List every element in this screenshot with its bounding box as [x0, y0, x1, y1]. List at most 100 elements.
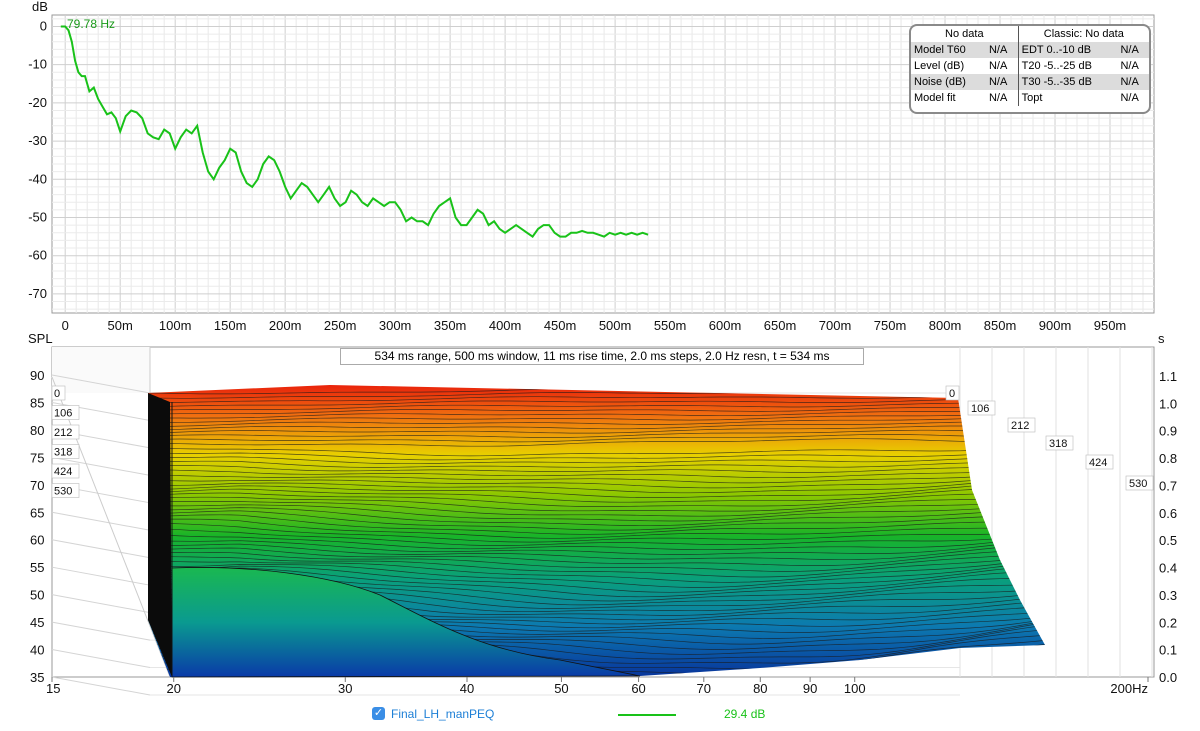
- y-tick-label: -50: [28, 209, 47, 224]
- waterfall-x-tick-label: 15: [46, 681, 60, 696]
- stats-value: N/A: [985, 74, 1019, 90]
- surface-slice-line: [149, 398, 1045, 407]
- stats-value: N/A: [988, 92, 1008, 104]
- waterfall-right-axis-label: s: [1158, 331, 1165, 346]
- surface-slice-line: [149, 460, 1045, 468]
- y-tick-label: 0: [40, 18, 47, 33]
- depth-label-left: 530: [54, 486, 72, 498]
- surface-slice-line: [149, 547, 1045, 566]
- right-tick-label: 0.4: [1159, 561, 1177, 576]
- waterfall-y-tick-label: 55: [30, 560, 44, 575]
- legend-checkbox[interactable]: ✓: [372, 707, 385, 720]
- x-tick-label: 900m: [1039, 318, 1072, 333]
- depth-label-box: [51, 424, 80, 440]
- waterfall-y-tick-label: 50: [30, 588, 44, 603]
- waterfall-x-tick-label: 200Hz: [1110, 681, 1148, 696]
- surface-slice-line: [149, 446, 1045, 457]
- back-grid-line: [51, 621, 151, 641]
- x-tick-label: 150m: [214, 318, 247, 333]
- right-tick-label: 0.1: [1159, 643, 1177, 658]
- surface-slice-line: [149, 464, 1045, 473]
- stats-header-right: Classic: No data: [1017, 26, 1149, 42]
- waterfall-y-tick-label: 90: [30, 368, 44, 383]
- waterfall-depth-labels: 0 106 212 318 424 530 0 106 212 318 424 530: [51, 385, 1154, 498]
- surface-slice-line: [149, 554, 1045, 578]
- surface-slice-line: [149, 504, 1045, 522]
- stats-value: N/A: [1117, 74, 1149, 90]
- waterfall-y-tick-label: 60: [30, 533, 44, 548]
- x-tick-label: 600m: [709, 318, 742, 333]
- waterfall-title: 534 ms range, 500 ms window, 11 ms rise …: [340, 348, 864, 365]
- x-tick-label: 400m: [489, 318, 522, 333]
- surface-slice-line: [149, 557, 1045, 583]
- back-grid-line: [51, 511, 151, 531]
- surface-slice-line: [149, 539, 1045, 555]
- surface-slice-line: [149, 567, 1045, 598]
- surface-slice-line: [149, 421, 1045, 431]
- y-tick-label: -30: [28, 133, 47, 148]
- surface-slice-line: [149, 560, 1045, 588]
- waterfall-x-tick-label: 100: [844, 681, 866, 696]
- stats-key: Model T60: [911, 42, 986, 58]
- surface-slice-line: [149, 470, 1045, 484]
- x-tick-label: 700m: [819, 318, 852, 333]
- depth-label-box: [51, 405, 80, 420]
- back-grid-line: [51, 539, 151, 559]
- x-tick-label: 350m: [434, 318, 467, 333]
- x-tick-label: 200m: [269, 318, 302, 333]
- x-tick-label: 800m: [929, 318, 962, 333]
- x-tick-label: 850m: [984, 318, 1017, 333]
- stats-key: EDT 0..-10 dB: [1017, 42, 1118, 58]
- top-y-ticks: 0 -10 -20 -30 -40 -50 -60 -70: [28, 18, 47, 300]
- right-tick-label: 1.0: [1159, 396, 1177, 411]
- right-tick-label: 0.3: [1159, 588, 1177, 603]
- waterfall-y-tick-label: 85: [30, 395, 44, 410]
- legend-series-name[interactable]: Final_LH_manPEQ: [391, 707, 495, 721]
- stats-key: Noise (dB): [911, 74, 986, 90]
- surface-slice-line: [149, 451, 1045, 461]
- surface-slice-line: [149, 429, 1045, 438]
- waterfall-right-ticks: 1.1 1.0 0.9 0.8 0.7 0.6 0.5 0.4 0.3 0.2 0.1 0.0: [1159, 369, 1177, 685]
- surface-slice-line: [149, 518, 1045, 539]
- x-tick-label: 0: [62, 318, 69, 333]
- stats-value: N/A: [1117, 42, 1149, 58]
- waterfall-x-tick-label: 60: [631, 681, 645, 696]
- stats-key: Level (dB): [914, 60, 965, 72]
- surface-slice-line: [149, 486, 1045, 503]
- right-tick-label: 0.8: [1159, 451, 1177, 466]
- waterfall-y-tick-label: 80: [30, 423, 44, 438]
- surface-slice-line: [149, 507, 1045, 527]
- right-tick-label: 0.9: [1159, 424, 1177, 439]
- surface-slice-line: [149, 500, 1045, 517]
- y-tick-label: -40: [28, 171, 47, 186]
- stats-header-left: No data: [945, 28, 984, 40]
- surface-slice-line: [149, 406, 1045, 415]
- y-tick-label: -60: [28, 248, 47, 263]
- right-tick-label: 0.5: [1159, 533, 1177, 548]
- x-tick-label: 650m: [764, 318, 797, 333]
- y-tick-label: -70: [28, 286, 47, 301]
- right-tick-label: 0.7: [1159, 478, 1177, 493]
- depth-label-left: 424: [54, 466, 72, 478]
- surface-slice-line: [149, 491, 1045, 507]
- depth-label-left: 0: [54, 388, 60, 400]
- x-tick-label: 950m: [1094, 318, 1127, 333]
- right-tick-label: 0.0: [1159, 670, 1177, 685]
- waterfall-y-tick-label: 75: [30, 450, 44, 465]
- surface-slice-line: [150, 413, 1045, 423]
- stats-key: T20 -5..-25 dB: [1017, 58, 1118, 74]
- waterfall-y-ticks: 90 85 80 75 70 65 60 55 50 45 40 35: [30, 368, 44, 685]
- back-grid-line: [51, 566, 151, 586]
- surface-slice-line: [149, 477, 1045, 494]
- x-tick-label: 450m: [544, 318, 577, 333]
- stats-value: N/A: [988, 60, 1008, 72]
- back-grid-line: [51, 374, 151, 394]
- surface-slice-line: [149, 533, 1045, 551]
- y-tick-label: -20: [28, 95, 47, 110]
- depth-label-right: 424: [1089, 457, 1107, 469]
- depth-label-box: [51, 463, 80, 479]
- surface-slice-line: [149, 564, 1045, 593]
- depth-label-box: [51, 444, 80, 459]
- waterfall-ylabel: SPL: [28, 331, 53, 346]
- surface-slice-line: [149, 417, 1045, 427]
